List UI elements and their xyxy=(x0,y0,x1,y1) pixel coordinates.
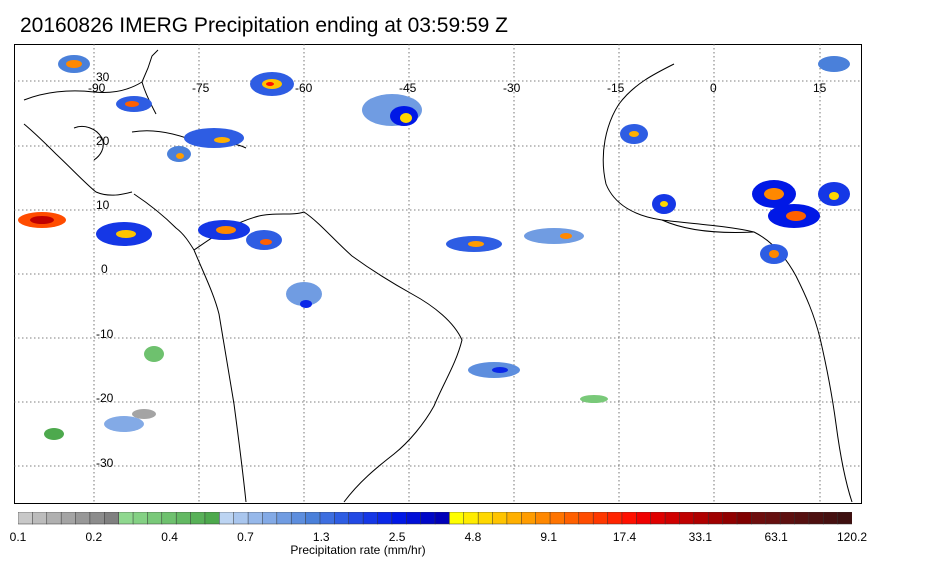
lat-label: -30 xyxy=(96,456,114,470)
colorbar-swatch xyxy=(104,512,120,525)
colorbar-swatch xyxy=(75,512,91,525)
colorbar-swatch xyxy=(276,512,292,525)
colorbar-swatch xyxy=(348,512,364,525)
lon-label: -15 xyxy=(607,81,625,95)
colorbar-tick-label: 63.1 xyxy=(764,530,788,544)
precipitation-colorbar xyxy=(18,512,852,525)
colorbar-swatch xyxy=(18,512,33,525)
colorbar-swatch xyxy=(693,512,709,525)
colorbar-swatch xyxy=(32,512,48,525)
yucatan-line xyxy=(73,125,104,161)
colorbar-swatch xyxy=(391,512,407,525)
lat-labels: 30 20 10 0 -10 -20 -30 xyxy=(96,70,114,470)
colorbar-title: Precipitation rate (mm/hr) xyxy=(290,543,426,557)
colorbar-swatch xyxy=(636,512,652,525)
colorbar-tick-label: 120.2 xyxy=(836,530,868,544)
colorbar-swatch xyxy=(549,512,565,525)
colorbar-swatch xyxy=(736,512,752,525)
colorbar-swatch xyxy=(578,512,594,525)
lat-label: -20 xyxy=(96,391,114,405)
precip-field xyxy=(18,55,850,440)
colorbar-tick-label: 2.5 xyxy=(388,530,406,544)
colorbar-swatch xyxy=(262,512,278,525)
lat-label: 20 xyxy=(96,134,110,148)
colorbar-swatch xyxy=(132,512,148,525)
precipitation-map[interactable]: -90 -75 -60 -45 -30 -15 0 15 30 20 10 0 … xyxy=(14,44,862,505)
colorbar-swatch xyxy=(779,512,796,525)
colorbar-swatch xyxy=(808,512,824,525)
colorbar-tick-label: 0.4 xyxy=(161,530,178,544)
lat-label: 10 xyxy=(96,198,110,212)
colorbar-swatch xyxy=(822,512,839,525)
colorbar-swatch xyxy=(377,512,393,525)
colorbar-swatch xyxy=(362,512,379,525)
lon-label: -30 xyxy=(503,81,521,95)
colorbar-swatch xyxy=(707,512,724,525)
colorbar-swatch xyxy=(751,512,767,525)
colorbar-swatch xyxy=(592,512,609,525)
colorbar-swatch xyxy=(204,512,220,525)
colorbar-swatch xyxy=(722,512,738,525)
lat-label: -10 xyxy=(96,327,114,341)
colorbar-swatch xyxy=(233,512,249,525)
colorbar-swatch xyxy=(190,512,206,525)
colorbar-swatch xyxy=(305,512,321,525)
colorbar-swatch xyxy=(319,512,335,525)
lon-label: -45 xyxy=(399,81,417,95)
lat-label: 0 xyxy=(101,262,108,276)
colorbar-swatch xyxy=(147,512,163,525)
colorbar-swatch xyxy=(420,512,436,525)
colorbar-swatch xyxy=(219,512,235,525)
colorbar-tick-label: 4.8 xyxy=(464,530,482,544)
colorbar-tick-label: 0.2 xyxy=(85,530,103,544)
colorbar-swatch xyxy=(492,512,508,525)
colorbar-swatch xyxy=(161,512,177,525)
colorbar-swatch xyxy=(463,512,479,525)
colorbar-swatch xyxy=(535,512,551,525)
colorbar-swatch xyxy=(679,512,695,525)
colorbar-tick-label: 1.3 xyxy=(312,530,330,544)
colorbar-swatch xyxy=(521,512,537,525)
colorbar-swatch xyxy=(506,512,522,525)
lon-label: 0 xyxy=(710,81,717,95)
colorbar-swatch xyxy=(477,512,494,525)
lat-label: 30 xyxy=(96,70,110,84)
colorbar-swatch xyxy=(118,512,134,525)
colorbar-swatch xyxy=(46,512,62,525)
colorbar-tick-label: 17.4 xyxy=(612,530,637,544)
south-america-line xyxy=(193,211,463,503)
colorbar-swatch xyxy=(607,512,623,525)
colorbar-tick-label: 0.7 xyxy=(237,530,254,544)
page-title: 20160826 IMERG Precipitation ending at 0… xyxy=(20,14,508,37)
colorbar-swatch xyxy=(60,512,77,525)
colorbar-swatch xyxy=(334,512,350,525)
colorbar-swatch xyxy=(650,512,666,525)
colorbar-swatch xyxy=(405,512,422,525)
colorbar-swatch xyxy=(175,512,192,525)
colorbar-swatch xyxy=(89,512,105,525)
colorbar-swatch xyxy=(664,512,681,525)
colorbar-swatch xyxy=(765,512,781,525)
lon-label: -90 xyxy=(88,81,106,95)
lon-labels: -90 -75 -60 -45 -30 -15 0 15 xyxy=(88,81,827,95)
colorbar-swatch xyxy=(247,512,264,525)
lon-label: -75 xyxy=(192,81,210,95)
colorbar-tick-label: 0.1 xyxy=(9,530,27,544)
colorbar-tick-label: 9.1 xyxy=(540,530,558,544)
gulf-of-guinea-line xyxy=(661,219,755,233)
colorbar-swatch xyxy=(621,512,637,525)
lon-label: -60 xyxy=(295,81,313,95)
colorbar-swatch xyxy=(449,512,465,525)
lon-label: 15 xyxy=(813,81,827,95)
colorbar-swatch xyxy=(290,512,307,525)
colorbar-swatch xyxy=(434,512,450,525)
mexico-coast-line xyxy=(23,123,133,196)
colorbar-swatch xyxy=(837,512,852,525)
central-america-line xyxy=(133,193,195,251)
colorbar-swatch xyxy=(794,512,810,525)
colorbar-tick-label: 33.1 xyxy=(688,530,713,544)
colorbar-swatch xyxy=(564,512,580,525)
coastlines xyxy=(23,49,853,503)
